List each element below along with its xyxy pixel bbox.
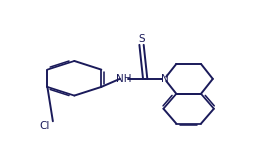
Text: N: N (161, 74, 168, 84)
Text: S: S (138, 34, 145, 44)
Text: NH: NH (116, 74, 132, 84)
Text: Cl: Cl (39, 121, 50, 131)
